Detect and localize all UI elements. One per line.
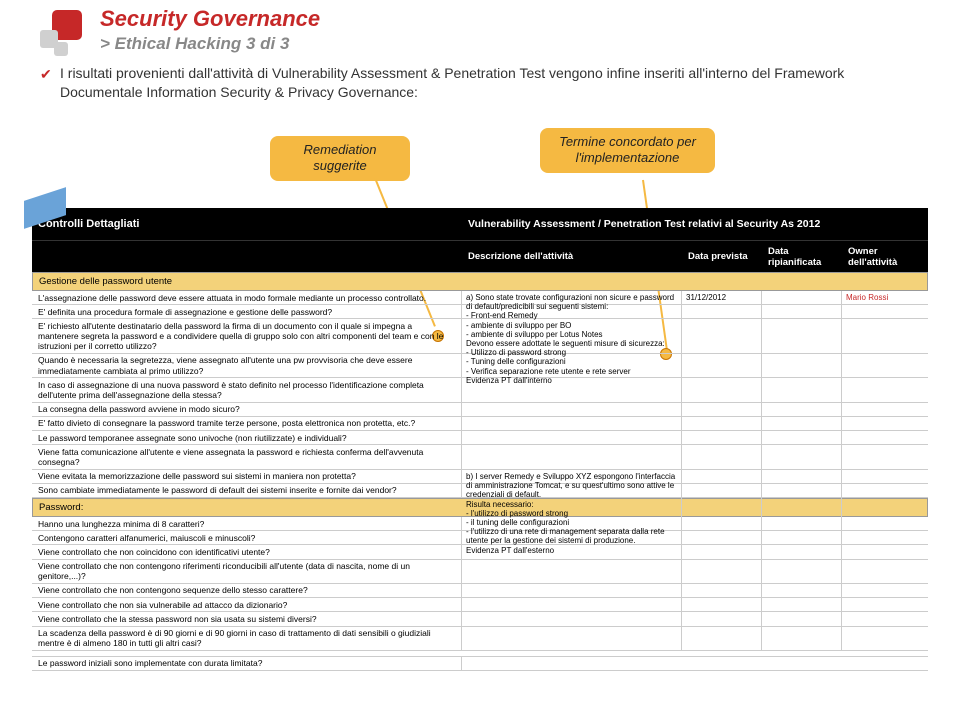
col-owner: Owner dell'attività: [842, 241, 928, 273]
question-block-a: L'assegnazione delle password deve esser…: [32, 291, 928, 470]
col-data-prevista: Data prevista: [682, 246, 762, 267]
page-subtitle: > Ethical Hacking 3 di 3: [100, 34, 320, 54]
question-cell: Viene controllato che non contengono seq…: [32, 584, 462, 597]
header-left: Controlli Dettagliati: [32, 213, 462, 235]
question-cell: E' definita una procedura formale di ass…: [32, 305, 462, 318]
header-right: Vulnerability Assessment / Penetration T…: [462, 213, 928, 235]
question-cell: E' richiesto all'utente destinatario del…: [32, 319, 462, 353]
callout-text: Remediation suggerite: [304, 142, 377, 173]
check-icon: ✔: [40, 66, 54, 80]
table-row: Le password iniziali sono implementate c…: [32, 657, 928, 671]
page-title: Security Governance: [100, 6, 320, 32]
question-cell: L'assegnazione delle password deve esser…: [32, 291, 462, 304]
page-heading: Security Governance > Ethical Hacking 3 …: [100, 6, 320, 54]
question-cell: Le password iniziali sono implementate c…: [32, 657, 462, 670]
logo-square-gray: [54, 42, 68, 56]
question-cell: Sono cambiate immediatamente le password…: [32, 484, 462, 497]
question-cell: La consegna della password avviene in mo…: [32, 403, 462, 416]
question-cell: La scadenza della password è di 90 giorn…: [32, 627, 462, 650]
logo: [40, 10, 84, 54]
question-cell: Viene evitata la memorizzazione delle pa…: [32, 470, 462, 483]
date-cell: 31/12/2012: [682, 291, 762, 470]
details-table: Controlli Dettagliati Vulnerability Asse…: [32, 208, 928, 698]
description-cell: b) I server Remedy e Sviluppo XYZ espong…: [462, 470, 682, 651]
question-cell: Quando è necessaria la segretezza, viene…: [32, 354, 462, 377]
body-paragraph: I risultati provenienti dall'attività di…: [60, 64, 920, 102]
replan-cell: [762, 291, 842, 470]
question-cell: Viene controllato che non coincidono con…: [32, 545, 462, 558]
question-cell: In caso di assegnazione di una nuova pas…: [32, 378, 462, 401]
section-row: Gestione delle password utente: [32, 272, 928, 291]
owner-cell: [842, 470, 928, 651]
question-cell: Le password temporanee assegnate sono un…: [32, 431, 462, 444]
callout-remediation: Remediation suggerite: [270, 136, 410, 181]
question-cell: E' fatto divieto di consegnare la passwo…: [32, 417, 462, 430]
question-cell: Contengono caratteri alfanumerici, maius…: [32, 531, 462, 544]
merged-right-a: a) Sono state trovate configurazioni non…: [462, 291, 928, 470]
col-blank: [32, 252, 462, 262]
question-cell: Viene controllato che la stessa password…: [32, 612, 462, 625]
question-block-d: Le password iniziali sono implementate c…: [32, 657, 928, 671]
question-cell: Hanno una lunghezza minima di 8 caratter…: [32, 517, 462, 530]
callout-termine: Termine concordato per l'implementazione: [540, 128, 715, 173]
callout-text: Termine concordato per l'implementazione: [559, 134, 696, 165]
col-data-ripianificata: Data ripianificata: [762, 241, 842, 273]
merged-right-b: b) I server Remedy e Sviluppo XYZ espong…: [462, 470, 928, 651]
table-header-top: Controlli Dettagliati Vulnerability Asse…: [32, 208, 928, 240]
owner-cell: Mario Rossi: [842, 291, 928, 470]
table-header-cols: Descrizione dell'attività Data prevista …: [32, 240, 928, 272]
description-cell: a) Sono state trovate configurazioni non…: [462, 291, 682, 470]
date-cell: [682, 470, 762, 651]
question-cell: Viene controllato che non sia vulnerabil…: [32, 598, 462, 611]
question-cell: Viene fatta comunicazione all'utente e v…: [32, 445, 462, 468]
replan-cell: [762, 470, 842, 651]
question-cell: Viene controllato che non contengono rif…: [32, 560, 462, 583]
col-descrizione: Descrizione dell'attività: [462, 246, 682, 267]
